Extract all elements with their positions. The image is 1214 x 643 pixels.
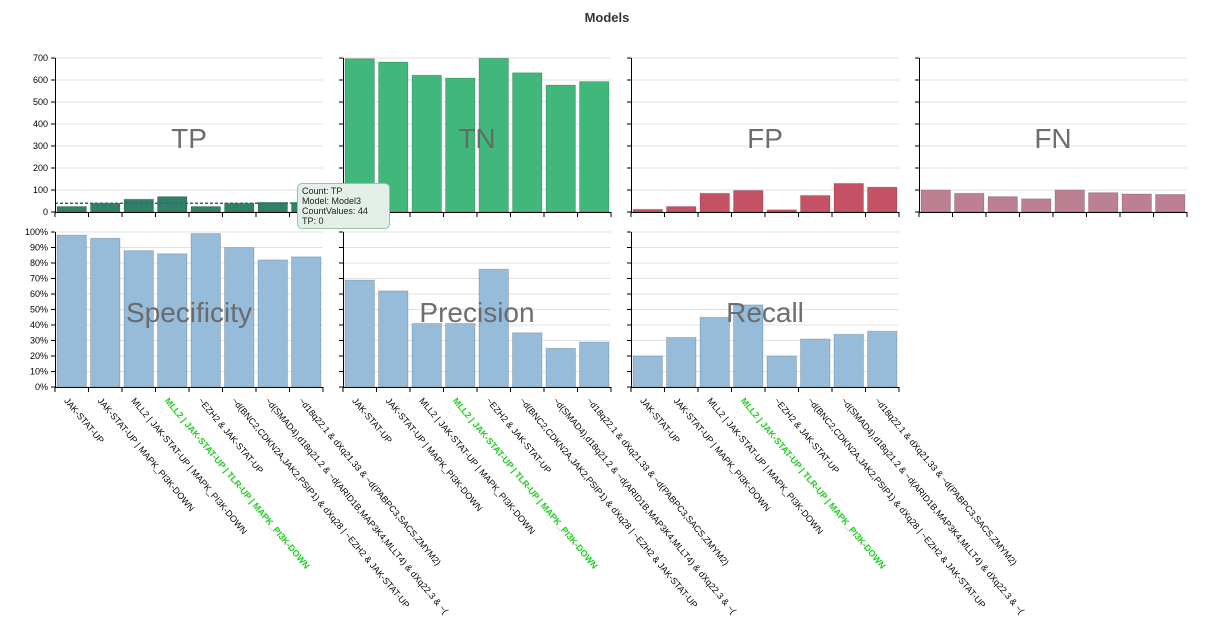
bar-specificity bbox=[257, 259, 288, 388]
bar-fn bbox=[954, 192, 985, 213]
bar-recall bbox=[733, 304, 764, 388]
bar-specificity bbox=[190, 233, 221, 388]
bar-tp bbox=[90, 202, 121, 213]
panel-title: FP bbox=[747, 123, 783, 154]
bar-precision bbox=[344, 279, 375, 388]
y-tick-label: 0% bbox=[35, 382, 48, 392]
y-tick-label: 40% bbox=[30, 320, 48, 330]
bar-precision bbox=[478, 268, 509, 388]
bar-fn bbox=[1155, 193, 1186, 213]
y-tick-label: 90% bbox=[30, 243, 48, 253]
bar-recall bbox=[632, 355, 663, 388]
bar-precision bbox=[579, 341, 610, 388]
y-tick-label: 100 bbox=[33, 185, 48, 195]
bar-tn bbox=[445, 77, 476, 213]
bar-specificity bbox=[291, 256, 322, 388]
y-tick-label: 300 bbox=[33, 141, 48, 151]
y-tick-label: 0 bbox=[43, 207, 48, 217]
y-tick-label: 20% bbox=[30, 351, 48, 361]
x-tick-label: ~d(SMAD4),d18q21.2 & ~d(ARID1B,MAP3K4,ML… bbox=[551, 396, 738, 616]
page-title: Models bbox=[584, 10, 630, 25]
panel-fn: FN bbox=[915, 57, 1188, 217]
panel-title: TN bbox=[458, 123, 495, 154]
bar-tn bbox=[478, 57, 509, 213]
panel-title: Precision bbox=[419, 297, 534, 328]
x-tick-label: ~d(SMAD4),d18q21.2 & ~d(ARID1B,MAP3K4,ML… bbox=[839, 396, 1026, 616]
bar-tn bbox=[579, 81, 610, 213]
panel-title: Recall bbox=[726, 297, 804, 328]
y-tick-label: 100% bbox=[25, 227, 48, 237]
bar-recall bbox=[800, 338, 831, 388]
y-tick-label: 500 bbox=[33, 97, 48, 107]
y-tick-label: 70% bbox=[30, 274, 48, 284]
bar-precision bbox=[411, 322, 442, 388]
bar-fp bbox=[867, 186, 898, 213]
bar-specificity bbox=[157, 253, 188, 388]
bar-fn bbox=[987, 196, 1018, 213]
y-tick-label: 50% bbox=[30, 305, 48, 315]
y-tick-label: 200 bbox=[33, 163, 48, 173]
panel-title: FN bbox=[1034, 123, 1071, 154]
bar-fn bbox=[1088, 192, 1119, 213]
panel-title: Specificity bbox=[126, 297, 252, 328]
bar-recall bbox=[867, 330, 898, 388]
bar-precision bbox=[545, 347, 576, 388]
y-tick-label: 700 bbox=[33, 53, 48, 63]
y-tick-label: 10% bbox=[30, 367, 48, 377]
x-tick-label: ~EZH2 & JAK-STAT-UP bbox=[772, 396, 841, 476]
bar-fp bbox=[800, 195, 831, 213]
bar-fp bbox=[766, 209, 797, 213]
bar-recall bbox=[833, 333, 864, 388]
bar-fp bbox=[833, 182, 864, 213]
tooltip-line-count: Count: TP bbox=[302, 186, 343, 196]
panel-fp: FP bbox=[627, 57, 900, 217]
tooltip-line-tp: TP: 0 bbox=[302, 216, 324, 226]
x-tick-label: ~EZH2 & JAK-STAT-UP bbox=[196, 396, 265, 476]
bar-precision bbox=[445, 322, 476, 388]
bar-fp bbox=[733, 189, 764, 213]
bar-precision bbox=[378, 290, 409, 388]
tooltip: Count: TP Model: Model3 CountValues: 44 … bbox=[297, 183, 390, 229]
y-tick-label: 60% bbox=[30, 289, 48, 299]
bar-tp bbox=[157, 196, 188, 213]
bar-tp bbox=[56, 206, 87, 213]
bar-tp bbox=[123, 198, 154, 213]
panel-tp: 0 100 200 300 400 500 600 700 TP bbox=[33, 53, 324, 217]
x-tick-label: ~EZH2 & JAK-STAT-UP bbox=[484, 396, 553, 476]
bar-fp bbox=[699, 192, 730, 213]
panel-recall: Recall bbox=[627, 231, 900, 392]
panel-title: TP bbox=[171, 123, 207, 154]
y-tick-label: 30% bbox=[30, 336, 48, 346]
y-tick-label: 400 bbox=[33, 119, 48, 129]
panel-specificity: 0% 10% 20% 30% 40% 50% 60% 70% 80% 90% 100% Specifi… bbox=[25, 227, 324, 392]
tooltip-line-model: Model: Model3 bbox=[302, 196, 362, 206]
bar-fp bbox=[666, 206, 697, 213]
bar-tn bbox=[411, 74, 442, 213]
bar-fn bbox=[920, 189, 951, 213]
bar-recall bbox=[699, 316, 730, 388]
bar-specificity bbox=[123, 250, 154, 388]
tooltip-line-countvalues: CountValues: 44 bbox=[302, 206, 368, 216]
y-tick-label: 600 bbox=[33, 75, 48, 85]
x-tick-label: ~d(SMAD4),d18q21.2 & ~d(ARID1B,MAP3K4,ML… bbox=[263, 396, 450, 616]
bar-recall bbox=[766, 355, 797, 388]
bar-specificity bbox=[56, 234, 87, 388]
bar-tn bbox=[512, 72, 543, 213]
bar-tn bbox=[545, 84, 576, 213]
bar-fn bbox=[1121, 193, 1152, 213]
bar-fp bbox=[632, 208, 663, 213]
bar-precision bbox=[512, 332, 543, 388]
bar-fn bbox=[1054, 189, 1085, 213]
y-tick-label: 80% bbox=[30, 258, 48, 268]
bar-fn bbox=[1021, 198, 1052, 213]
bar-tp bbox=[224, 202, 255, 213]
bar-tp bbox=[190, 206, 221, 213]
x-tick-label: ~d18q22.1 & dXq21.33 & ~d(PABPC3,SACS,ZM… bbox=[873, 396, 1019, 567]
bar-specificity bbox=[90, 237, 121, 388]
bar-specificity bbox=[224, 247, 255, 388]
panel-precision: Precision bbox=[339, 231, 612, 392]
bar-recall bbox=[666, 336, 697, 388]
